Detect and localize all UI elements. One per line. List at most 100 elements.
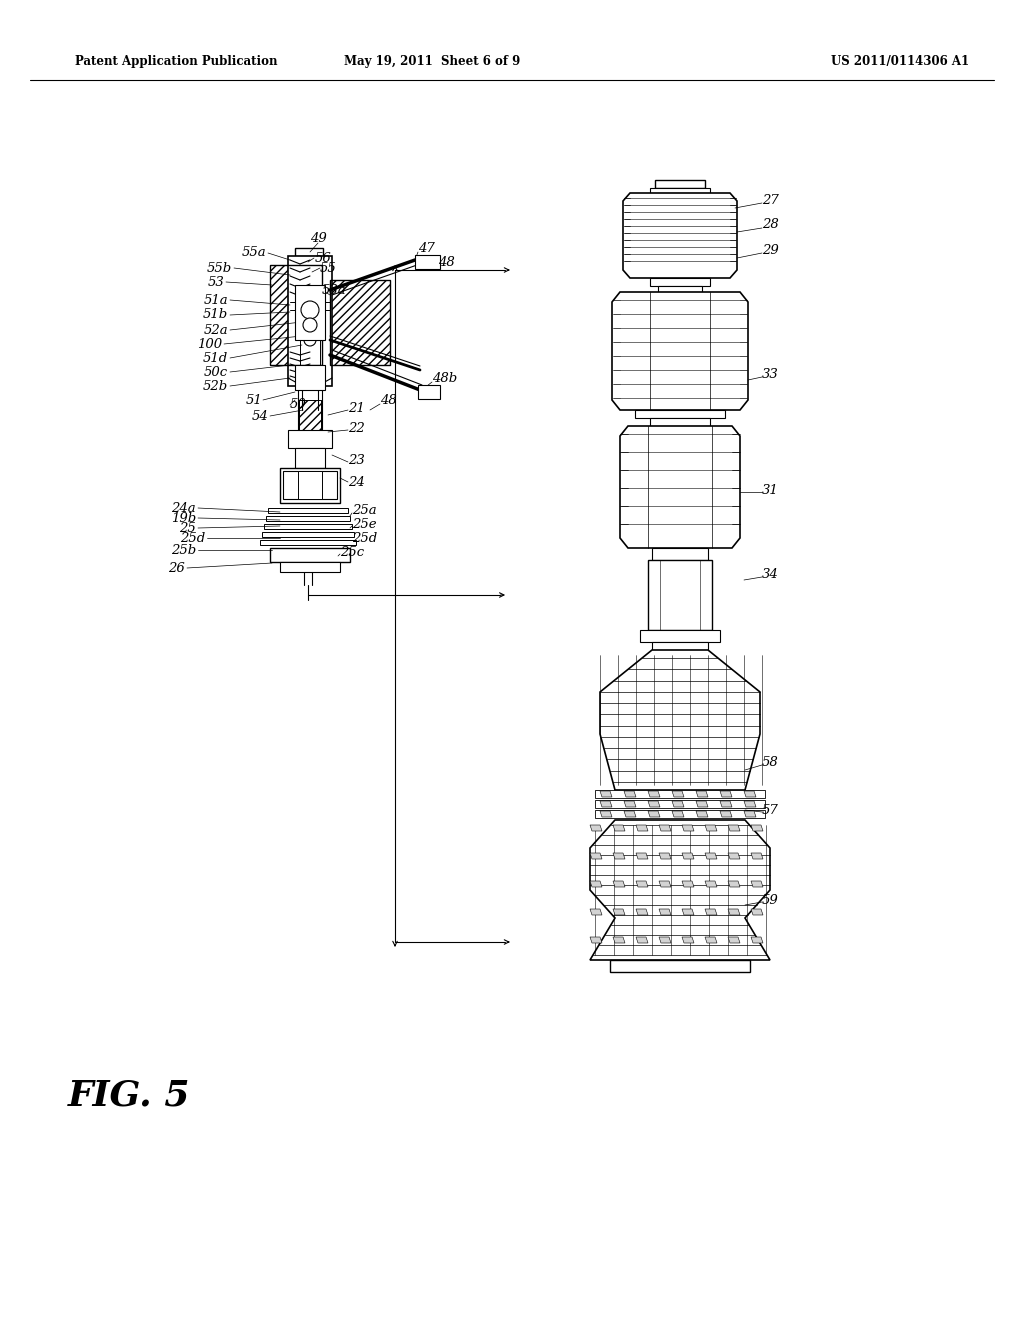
Text: 33: 33 xyxy=(762,368,778,381)
Bar xyxy=(650,418,710,426)
Polygon shape xyxy=(636,825,648,832)
Polygon shape xyxy=(659,825,671,832)
Polygon shape xyxy=(648,801,660,807)
Text: 47: 47 xyxy=(418,242,435,255)
Text: 52a: 52a xyxy=(204,323,228,337)
Text: 25e: 25e xyxy=(352,517,377,531)
Text: 51d: 51d xyxy=(203,351,228,364)
Polygon shape xyxy=(705,880,717,887)
Polygon shape xyxy=(600,810,612,817)
Polygon shape xyxy=(648,791,660,797)
Text: 51a: 51a xyxy=(204,293,228,306)
Polygon shape xyxy=(705,853,717,859)
Bar xyxy=(299,400,321,440)
Polygon shape xyxy=(672,810,684,817)
Text: 50: 50 xyxy=(290,399,307,412)
Bar xyxy=(652,642,708,649)
Polygon shape xyxy=(720,791,732,797)
Text: 25: 25 xyxy=(179,521,196,535)
Bar xyxy=(288,256,332,385)
Polygon shape xyxy=(751,853,763,859)
Bar xyxy=(288,430,332,447)
Polygon shape xyxy=(624,810,636,817)
Polygon shape xyxy=(705,825,717,832)
Polygon shape xyxy=(636,909,648,915)
Polygon shape xyxy=(613,853,625,859)
Circle shape xyxy=(301,301,319,319)
Bar xyxy=(415,255,440,269)
Polygon shape xyxy=(728,880,740,887)
Text: 22: 22 xyxy=(348,421,365,434)
Bar xyxy=(610,960,750,972)
Polygon shape xyxy=(720,810,732,817)
Polygon shape xyxy=(590,880,602,887)
Circle shape xyxy=(302,312,318,327)
Polygon shape xyxy=(600,791,612,797)
Polygon shape xyxy=(744,791,756,797)
Text: 29: 29 xyxy=(762,243,778,256)
Text: 25d: 25d xyxy=(180,532,205,544)
Bar xyxy=(640,630,720,642)
Text: 28: 28 xyxy=(762,219,778,231)
Bar xyxy=(295,248,323,256)
Bar xyxy=(295,285,325,341)
Bar xyxy=(280,562,340,572)
Text: US 2011/0114306 A1: US 2011/0114306 A1 xyxy=(830,55,969,69)
Polygon shape xyxy=(696,791,708,797)
Text: 25b: 25b xyxy=(171,544,196,557)
Text: 25c: 25c xyxy=(340,545,365,558)
Bar xyxy=(295,447,325,469)
Polygon shape xyxy=(705,909,717,915)
Text: 57: 57 xyxy=(762,804,778,817)
Polygon shape xyxy=(744,810,756,817)
Text: 19b: 19b xyxy=(171,511,196,524)
Bar xyxy=(595,800,765,808)
Bar xyxy=(283,471,337,499)
Text: 25a: 25a xyxy=(352,503,377,516)
Polygon shape xyxy=(682,853,694,859)
Polygon shape xyxy=(624,791,636,797)
Bar xyxy=(264,524,352,529)
Polygon shape xyxy=(624,801,636,807)
Polygon shape xyxy=(613,880,625,887)
Polygon shape xyxy=(751,937,763,942)
Text: 24a: 24a xyxy=(171,502,196,515)
Polygon shape xyxy=(613,937,625,942)
Bar xyxy=(295,366,325,389)
Bar xyxy=(298,471,322,499)
Text: 27: 27 xyxy=(762,194,778,206)
Polygon shape xyxy=(636,880,648,887)
Text: 55a: 55a xyxy=(242,247,266,260)
Bar xyxy=(635,411,725,418)
Text: 21: 21 xyxy=(348,401,365,414)
Polygon shape xyxy=(590,853,602,859)
Text: 51: 51 xyxy=(246,393,262,407)
Polygon shape xyxy=(696,810,708,817)
Bar xyxy=(650,187,710,193)
Text: 56: 56 xyxy=(315,252,332,264)
Polygon shape xyxy=(659,909,671,915)
Text: 51b: 51b xyxy=(203,309,228,322)
Circle shape xyxy=(304,334,316,346)
Text: 49: 49 xyxy=(310,231,327,244)
Bar xyxy=(330,280,390,366)
Text: 48b: 48b xyxy=(432,371,458,384)
Text: Patent Application Publication: Patent Application Publication xyxy=(75,55,278,69)
Polygon shape xyxy=(728,853,740,859)
Bar xyxy=(299,400,321,440)
Polygon shape xyxy=(612,292,748,411)
Text: May 19, 2011  Sheet 6 of 9: May 19, 2011 Sheet 6 of 9 xyxy=(344,55,520,69)
Polygon shape xyxy=(672,791,684,797)
Bar xyxy=(595,789,765,799)
Text: 25d: 25d xyxy=(352,532,377,544)
Text: 58: 58 xyxy=(762,755,778,768)
Polygon shape xyxy=(720,801,732,807)
Polygon shape xyxy=(682,909,694,915)
Polygon shape xyxy=(672,801,684,807)
Polygon shape xyxy=(696,801,708,807)
Bar xyxy=(595,810,765,818)
Bar xyxy=(270,265,322,366)
Polygon shape xyxy=(590,909,602,915)
Polygon shape xyxy=(648,810,660,817)
Text: FIG. 5: FIG. 5 xyxy=(68,1078,190,1111)
